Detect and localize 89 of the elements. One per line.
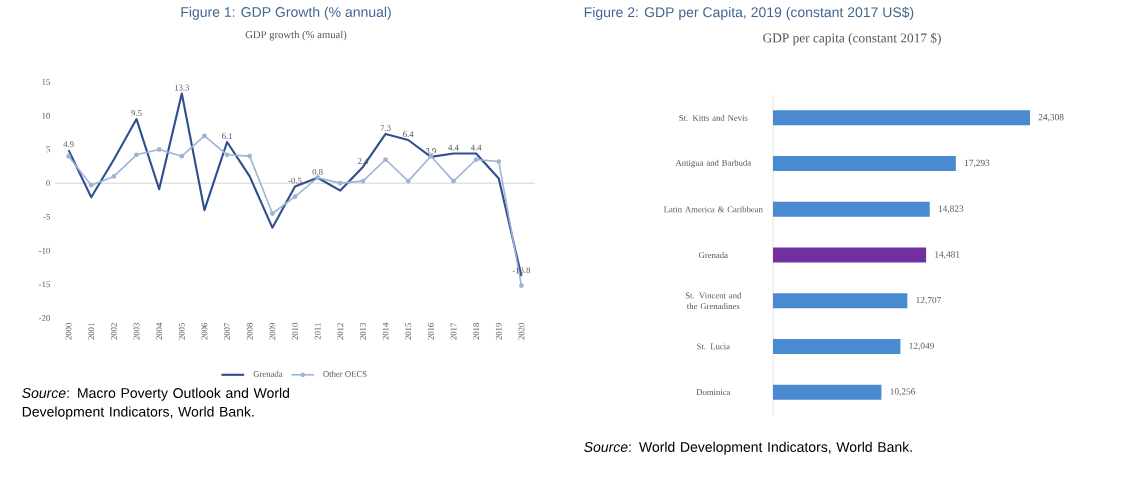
data-label: 14,823 bbox=[938, 205, 964, 214]
point bbox=[337, 180, 343, 186]
point bbox=[66, 153, 71, 159]
point bbox=[156, 147, 162, 152]
y-tick-label: -20 bbox=[39, 315, 50, 321]
x-tick-label: 2006 bbox=[201, 322, 208, 340]
chart-subtitle: GDP growth (% amual) bbox=[245, 30, 347, 41]
x-tick-label: 2011 bbox=[314, 323, 321, 340]
point bbox=[473, 157, 479, 162]
point bbox=[496, 159, 502, 164]
y-tick-label: St. Kitts and Nevis bbox=[679, 114, 748, 121]
y-tick-label: Latin America & Caribbean bbox=[663, 206, 763, 213]
bar bbox=[773, 293, 908, 309]
point bbox=[179, 153, 185, 159]
y-tick-label: Grenada bbox=[698, 251, 728, 259]
x-tick-label: 2000 bbox=[65, 323, 72, 340]
text: Source: Macro Poverty Outlook and World Development Indicators, World Bank. bbox=[22, 387, 289, 420]
bar bbox=[773, 201, 930, 217]
chart-title: Figure 2: GDP per Capita, 2019 (constant 2017 US$) bbox=[584, 6, 914, 20]
point bbox=[134, 152, 139, 158]
x-tick-label: 2010 bbox=[292, 323, 298, 340]
point bbox=[88, 182, 94, 188]
x-tick-label: 2014 bbox=[382, 322, 389, 340]
data-label: 12,049 bbox=[909, 342, 934, 351]
x-tick-label: 2001 bbox=[88, 323, 95, 340]
point bbox=[383, 157, 388, 162]
x-tick-label: 2003 bbox=[133, 323, 140, 340]
y-tick-label: Dominica bbox=[696, 389, 731, 396]
y-tick-label: -15 bbox=[39, 281, 50, 288]
data-label: 12,707 bbox=[916, 296, 942, 305]
x-tick-label: 2015 bbox=[405, 323, 412, 340]
y-tick-label: St. Lucia bbox=[697, 343, 730, 350]
data-label: 7.3 bbox=[380, 125, 391, 131]
y-tick-label: -10 bbox=[39, 247, 50, 254]
point bbox=[224, 152, 230, 158]
data-label: 17,293 bbox=[964, 159, 990, 168]
x-tick-label: 2013 bbox=[360, 323, 366, 340]
point bbox=[451, 178, 456, 184]
point bbox=[202, 133, 207, 139]
data-label: 0.8 bbox=[312, 168, 323, 175]
chart-subtitle: GDP per capita (constant 2017 $) bbox=[763, 32, 941, 46]
data-label: 14,481 bbox=[935, 251, 960, 259]
x-tick-label: 2019 bbox=[495, 323, 502, 340]
x-tick-label: 2009 bbox=[269, 323, 276, 340]
legend-label: Grenada bbox=[253, 370, 283, 377]
point bbox=[269, 211, 275, 216]
x-tick-label: 2020 bbox=[518, 323, 525, 340]
data-label: -0.5 bbox=[288, 177, 302, 184]
point bbox=[111, 174, 117, 179]
text: Source: World Development Indicators, World Bank. bbox=[584, 441, 912, 455]
bar bbox=[773, 156, 956, 172]
data-label: 6.1 bbox=[222, 133, 232, 140]
point bbox=[247, 153, 253, 159]
data-label: 24,308 bbox=[1038, 114, 1064, 122]
y-tick-label: 10 bbox=[42, 112, 50, 119]
x-tick-label: 2016 bbox=[427, 322, 434, 340]
data-label: 4.4 bbox=[448, 144, 459, 151]
y-tick-label: 15 bbox=[42, 79, 50, 85]
legend-label: Other OECS bbox=[323, 370, 367, 377]
x-tick-label: 2012 bbox=[337, 323, 344, 340]
chart-title: Figure 1: GDP Growth (% annual) bbox=[181, 6, 391, 20]
bar bbox=[773, 247, 927, 263]
x-tick-label: 2018 bbox=[473, 323, 480, 340]
x-tick-label: 2008 bbox=[246, 323, 253, 340]
x-tick-label: 2002 bbox=[110, 323, 117, 340]
bar bbox=[773, 110, 1031, 126]
point bbox=[519, 283, 524, 289]
data-label: 10,256 bbox=[890, 388, 916, 396]
y-tick-label: 0 bbox=[46, 180, 50, 187]
x-tick-label: 2007 bbox=[224, 322, 231, 340]
x-tick-label: 2017 bbox=[450, 322, 457, 340]
bar bbox=[773, 338, 901, 354]
point bbox=[315, 175, 321, 181]
x-tick-label: 2004 bbox=[156, 322, 163, 340]
y-tick-label: St. Vincent and the Grenadines bbox=[685, 292, 742, 310]
x-tick-label: 2005 bbox=[178, 323, 185, 340]
point bbox=[405, 178, 411, 184]
data-label: 4.9 bbox=[63, 141, 74, 148]
y-tick-label: Antigua and Barbuda bbox=[675, 159, 751, 168]
bar bbox=[773, 384, 882, 400]
point bbox=[292, 194, 298, 200]
data-label: 9.5 bbox=[131, 110, 142, 117]
data-label: 6.4 bbox=[403, 131, 414, 138]
y-tick-label: -5 bbox=[43, 213, 50, 220]
y-tick-label: 5 bbox=[46, 146, 50, 153]
data-label: 3.9 bbox=[425, 148, 436, 154]
point bbox=[360, 178, 366, 184]
data-label: 4.4 bbox=[470, 144, 482, 151]
data-label: 13.3 bbox=[174, 84, 190, 91]
